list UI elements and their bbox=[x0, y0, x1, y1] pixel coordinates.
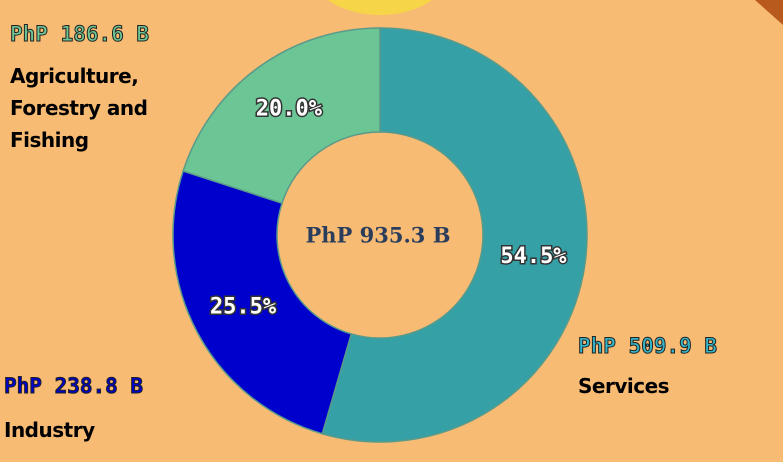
decor-circle bbox=[327, 0, 433, 15]
decor-corner bbox=[755, 0, 783, 25]
value-label: 54.5% bbox=[500, 244, 567, 269]
amount-label: PhP 186.6 B bbox=[9, 22, 150, 47]
category-label: Industry bbox=[4, 418, 95, 442]
category-label: Agriculture, Forestry and Fishing bbox=[10, 64, 148, 152]
amount-label: PhP 509.9 B bbox=[577, 334, 718, 359]
center-label: PhP 935.3 B bbox=[306, 223, 451, 248]
amount-label: PhP 238.8 B bbox=[3, 374, 144, 399]
value-label: 25.5% bbox=[210, 295, 277, 320]
donut-segment bbox=[182, 27, 381, 205]
donut-segment bbox=[321, 27, 588, 443]
donut-segment bbox=[172, 170, 353, 435]
category-label: Services bbox=[578, 374, 670, 398]
value-label: 20.0% bbox=[256, 97, 323, 122]
